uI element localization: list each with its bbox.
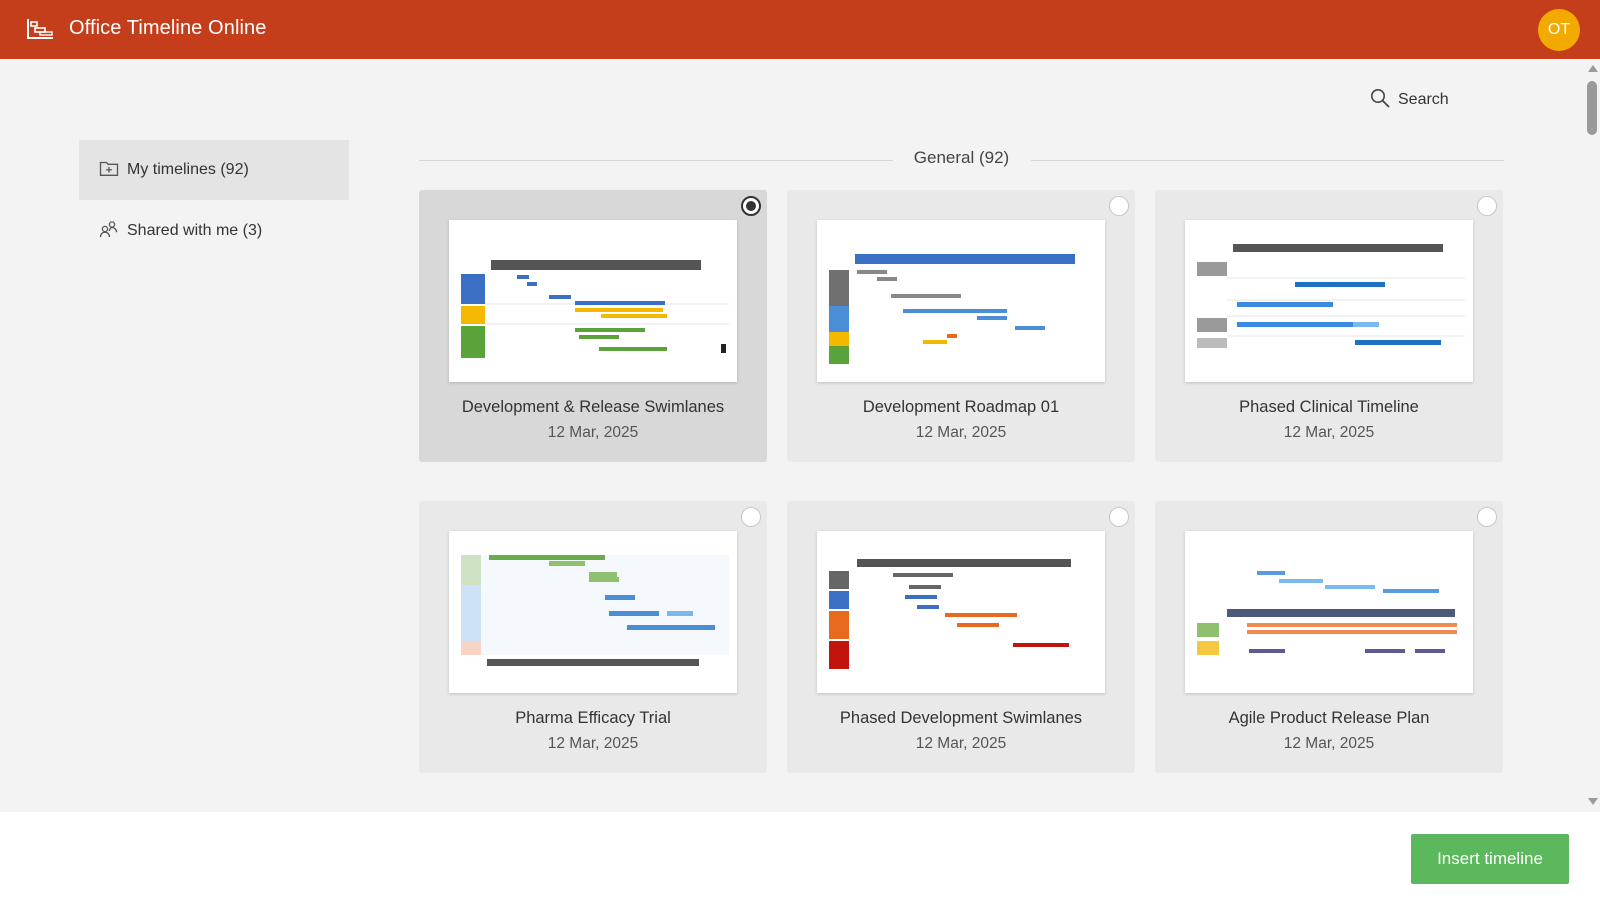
search-label: Search — [1398, 91, 1449, 108]
timeline-thumbnail — [1185, 220, 1473, 382]
template-date: 12 Mar, 2025 — [547, 735, 639, 752]
template-card[interactable]: Development & Release Swimlanes 12 Mar, … — [419, 190, 767, 462]
sidebar-item-label: My timelines (92) — [127, 161, 249, 178]
template-title: Phased Clinical Timeline — [1239, 398, 1419, 416]
search-icon — [1370, 88, 1390, 113]
template-title: Development Roadmap 01 — [862, 398, 1060, 416]
timeline-thumbnail — [817, 220, 1105, 382]
select-radio[interactable] — [741, 196, 761, 216]
timeline-logo-icon — [26, 18, 54, 40]
sidebar-item-label: Shared with me (3) — [127, 222, 263, 239]
shared-users-icon — [99, 220, 119, 243]
timeline-thumbnail — [449, 531, 737, 693]
divider — [419, 160, 893, 161]
user-avatar[interactable]: OT — [1538, 9, 1580, 51]
select-radio[interactable] — [1477, 196, 1497, 216]
scrollbar-thumb[interactable] — [1587, 81, 1597, 135]
folder-add-icon — [99, 159, 119, 182]
template-title: Phased Development Swimlanes — [839, 709, 1083, 727]
search-button[interactable]: Search — [1370, 88, 1449, 112]
template-card[interactable]: Phased Development Swimlanes 12 Mar, 202… — [787, 501, 1135, 773]
vertical-scrollbar[interactable] — [1584, 59, 1600, 812]
app-header: Office Timeline Online OT — [0, 0, 1600, 59]
divider — [1031, 160, 1504, 161]
template-date: 12 Mar, 2025 — [1283, 424, 1375, 441]
template-card[interactable]: Pharma Efficacy Trial 12 Mar, 2025 — [419, 501, 767, 773]
timeline-thumbnail — [817, 531, 1105, 693]
app-title: Office Timeline Online — [69, 17, 267, 39]
timeline-thumbnail — [449, 220, 737, 382]
scroll-up-arrow-icon[interactable] — [1588, 65, 1598, 72]
template-card[interactable]: Phased Clinical Timeline 12 Mar, 2025 — [1155, 190, 1503, 462]
template-title: Development & Release Swimlanes — [461, 398, 725, 416]
scroll-down-arrow-icon[interactable] — [1588, 798, 1598, 805]
select-radio[interactable] — [1109, 196, 1129, 216]
template-date: 12 Mar, 2025 — [915, 424, 1007, 441]
footer-bar — [0, 812, 1600, 900]
select-radio[interactable] — [1109, 507, 1129, 527]
select-radio[interactable] — [1477, 507, 1497, 527]
template-title: Pharma Efficacy Trial — [515, 709, 671, 727]
template-date: 12 Mar, 2025 — [547, 424, 639, 441]
section-title: General (92) — [913, 148, 1010, 167]
sidebar-item-my-timelines[interactable]: My timelines (92) — [79, 140, 349, 200]
section-header: General (92) — [419, 148, 1504, 172]
sidebar-item-shared-with-me[interactable]: Shared with me (3) — [79, 201, 349, 261]
template-card[interactable]: Development Roadmap 01 12 Mar, 2025 — [787, 190, 1135, 462]
template-date: 12 Mar, 2025 — [915, 735, 1007, 752]
insert-timeline-button[interactable]: Insert timeline — [1411, 834, 1569, 884]
timeline-thumbnail — [1185, 531, 1473, 693]
template-card[interactable]: Agile Product Release Plan 12 Mar, 2025 — [1155, 501, 1503, 773]
select-radio[interactable] — [741, 507, 761, 527]
template-date: 12 Mar, 2025 — [1283, 735, 1375, 752]
template-title: Agile Product Release Plan — [1228, 709, 1430, 727]
